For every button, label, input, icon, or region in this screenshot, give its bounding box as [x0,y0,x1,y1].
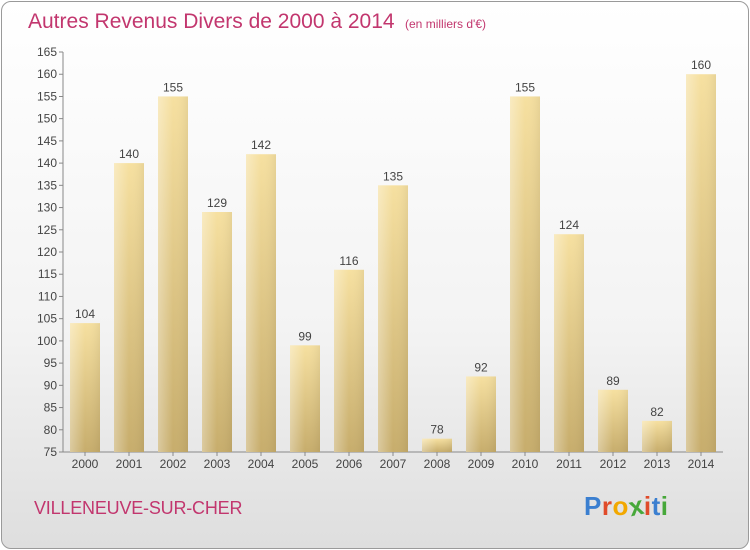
data-label: 135 [383,169,403,183]
bar-shade-2010 [510,96,540,452]
data-label: 82 [650,405,664,419]
x-tick-label: 2013 [644,457,671,471]
bar-shade-2012 [598,389,628,452]
bar-shade-2002 [158,96,188,452]
data-label: 155 [163,80,183,94]
y-tick-label: 105 [37,312,57,326]
y-tick-label: 90 [44,378,58,392]
y-tick-label: 150 [37,112,57,126]
y-tick-label: 120 [37,245,57,259]
x-tick-label: 2014 [688,457,715,471]
x-tick-label: 2003 [204,457,231,471]
bar-shade-2000 [70,323,100,452]
x-tick-label: 2011 [556,457,582,471]
data-label: 124 [559,218,579,232]
bar-shade-2006 [334,269,364,452]
y-tick-label: 125 [37,223,57,237]
x-tick-label: 2009 [468,457,495,471]
x-tick-label: 2002 [160,457,187,471]
proxiti-logo: Proxiti [584,490,669,522]
y-tick-label: 145 [37,134,57,148]
y-tick-label: 135 [37,178,57,192]
data-label: 99 [298,329,312,343]
y-tick-label: 80 [44,423,58,437]
x-tick-label: 2007 [380,457,407,471]
chart-header: Autres Revenus Divers de 2000 à 2014 (en… [28,10,486,34]
y-tick-label: 130 [37,201,57,215]
data-label: 155 [515,80,535,94]
data-label: 78 [430,423,444,437]
y-tick-label: 110 [38,289,57,303]
data-label: 129 [207,196,227,210]
logo-letter: P [584,491,602,521]
x-tick-label: 2005 [292,457,319,471]
x-tick-label: 2008 [424,457,451,471]
y-tick-label: 165 [37,45,57,59]
x-tick-label: 2001 [116,457,143,471]
y-tick-label: 75 [44,445,58,459]
x-tick-label: 2004 [248,457,275,471]
chart-subtitle: (en milliers d'€) [405,17,486,31]
data-label: 92 [474,360,488,374]
chart-title: Autres Revenus Divers de 2000 à 2014 [28,10,395,33]
x-tick-label: 2012 [600,457,627,471]
bar-shade-2008 [422,438,452,452]
logo-letter: i [643,491,652,521]
x-tick-label: 2010 [512,457,539,471]
logo-letter: t [651,491,661,521]
x-tick-label: 2000 [72,457,99,471]
y-tick-label: 140 [37,156,57,170]
data-label: 160 [691,58,711,72]
x-tick-label: 2006 [336,457,363,471]
y-tick-label: 95 [44,356,58,370]
bar-shade-2013 [642,420,672,452]
bar-shade-2009 [466,376,496,452]
y-tick-label: 155 [37,89,57,103]
location-name: VILLENEUVE-SUR-CHER [34,498,243,518]
logo-letter: i [660,491,669,521]
data-label: 140 [119,147,139,161]
y-tick-label: 100 [37,334,57,348]
logo-letter: o [612,491,629,521]
bar-shade-2004 [246,154,276,452]
bar-shade-2011 [554,234,584,452]
data-label: 104 [75,307,95,321]
bar-shade-2007 [378,185,408,453]
y-tick-label: 85 [44,401,58,415]
data-label: 89 [606,374,620,388]
bar-shade-2014 [686,74,716,452]
bar-shade-2003 [202,212,232,452]
y-tick-label: 160 [37,67,57,81]
data-label: 142 [251,138,271,152]
bar-shade-2001 [114,163,144,452]
logo-letter: r [601,491,613,521]
bar-shade-2005 [290,345,320,452]
data-label: 116 [339,254,358,268]
y-tick-label: 115 [38,267,57,281]
